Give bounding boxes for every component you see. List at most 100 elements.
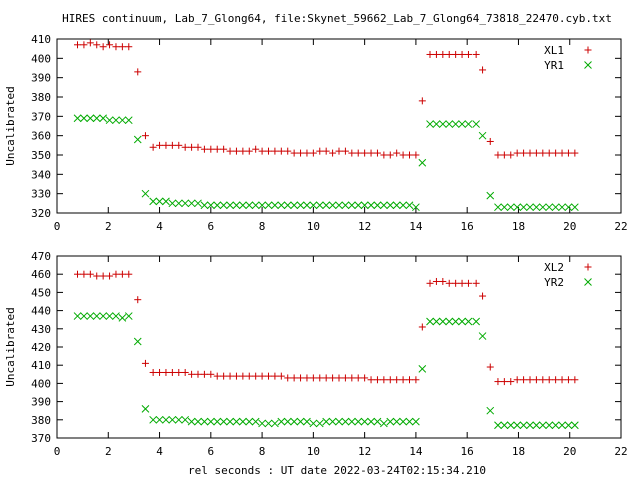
lower-yr2-point [271, 419, 279, 428]
upper-xl1-point [571, 149, 579, 157]
upper-xl1-point [309, 149, 317, 157]
lower-y-tick-label: 410 [31, 359, 51, 372]
upper-yr1-point [73, 114, 82, 123]
lower-yr2-point [438, 317, 447, 326]
lower-yr2-point [551, 421, 560, 430]
upper-yr1-point [451, 120, 460, 128]
upper-xl1-point [406, 151, 413, 159]
upper-yr1-point [181, 199, 190, 208]
upper-yr1-point [194, 199, 202, 208]
lower-xl2-point [367, 376, 375, 384]
lower-yr2-point [155, 415, 164, 424]
lower-xl2-point [354, 374, 362, 382]
lower-xl2-point [99, 272, 107, 280]
lower-y-axis-label: Uncalibrated [4, 307, 17, 386]
lower-xl2-point [220, 372, 228, 380]
upper-yr1-point [251, 201, 260, 210]
upper-yr1-point [174, 199, 183, 208]
upper-xl1-point [112, 43, 120, 51]
upper-x-tick-label: 18 [512, 220, 525, 233]
lower-yr2-point [124, 312, 133, 320]
upper-xl1-point [226, 147, 234, 155]
lower-yr2-point [239, 417, 247, 426]
lower-yr2-point [532, 421, 541, 430]
lower-xl2-point [545, 376, 553, 384]
lower-y-tick-label: 370 [31, 432, 51, 445]
upper-plot-frame [56, 38, 622, 214]
lower-xl2-point [418, 323, 426, 331]
lower-xl2-point [245, 372, 253, 380]
lower-yr2-point [405, 417, 414, 426]
lower-xl2-point [472, 279, 480, 287]
lower-xl2-point [252, 372, 260, 380]
upper-yr1-point [438, 120, 447, 128]
upper-x-tick-label: 12 [358, 220, 371, 233]
lower-xl2-point [526, 376, 534, 384]
lower-xl2-point [335, 374, 343, 382]
upper-xl1-point [141, 132, 149, 140]
lower-xl2-point [239, 372, 247, 380]
upper-y-tick-label: 400 [31, 52, 51, 65]
lower-xl2-point [200, 370, 208, 378]
upper-xl1-point [373, 149, 381, 157]
upper-yr1-point [232, 201, 241, 210]
upper-yr1-point [322, 201, 331, 210]
upper-yr1-point [519, 203, 528, 212]
lower-x-tick-label: 4 [156, 445, 163, 458]
upper-xl1-point [348, 149, 356, 157]
lower-x-tick-label: 20 [563, 445, 576, 458]
upper-plot-panel: 0 2 4 6 8 10 12 14 16 18 20 22 320 330 340 350 360 370 380… [4, 33, 628, 233]
lower-xl2-point [226, 372, 234, 380]
lower-x-tick-label: 2 [105, 445, 112, 458]
upper-xl1-point [245, 147, 253, 155]
upper-yr1-point [112, 116, 120, 125]
lower-tick-group: 0 2 4 6 8 10 12 14 16 18 20 22 370 380 390 400 410 420 430… [31, 250, 628, 458]
upper-yr1-point [341, 201, 350, 210]
lower-y-tick-label: 460 [31, 268, 51, 281]
upper-xl1-point [290, 149, 298, 157]
upper-y-axis-label: Uncalibrated [4, 86, 17, 165]
upper-yr1-point [399, 201, 407, 210]
lower-y-tick-label: 430 [31, 323, 51, 336]
upper-xl1-point [507, 151, 515, 159]
lower-yr2-point [80, 312, 88, 320]
lower-xl2-point [520, 376, 528, 384]
upper-xl1-point [329, 149, 337, 157]
lower-xl2-point [539, 376, 547, 384]
lower-xl2-point [507, 378, 515, 386]
lower-xl2-point [348, 374, 356, 382]
lower-yr2-point [112, 312, 120, 320]
lower-yr2-point [426, 317, 434, 326]
upper-yr1-point [445, 120, 454, 128]
upper-xl1-point [322, 147, 330, 155]
upper-legend-label-yr1: YR1 [544, 59, 564, 72]
upper-x-tick-label: 2 [105, 220, 112, 233]
upper-legend-marker-xl1 [584, 46, 592, 54]
upper-yr1-point [432, 120, 441, 128]
upper-xl1-point [513, 149, 521, 157]
upper-yr1-point [296, 201, 305, 210]
lower-yr2-point [118, 314, 127, 322]
lower-xl2-point [393, 376, 401, 384]
upper-x-tick-label: 6 [208, 220, 215, 233]
upper-legend-label-xl1: XL1 [544, 44, 564, 57]
lower-legend-marker-yr2 [584, 278, 592, 286]
lower-plot-frame [56, 255, 622, 439]
lower-yr2-point [367, 417, 375, 426]
chart-title: HIRES continuum, Lab_7_Glong64, file:Sky… [62, 12, 612, 25]
lower-xl2-point [500, 378, 508, 386]
lower-xl2-point [175, 368, 183, 376]
upper-yr1-point [219, 201, 228, 210]
upper-yr1-point [571, 203, 579, 212]
upper-xl1-point [458, 50, 466, 58]
upper-yr1-point [354, 201, 363, 210]
upper-yr1-point [155, 197, 164, 206]
lower-y-tick-label: 400 [31, 377, 51, 390]
upper-xl1-point [558, 149, 566, 157]
upper-yr1-point [558, 203, 566, 212]
upper-yr1-point [187, 199, 196, 208]
lower-yr2-point [418, 364, 427, 373]
upper-xl1-point [545, 149, 553, 157]
upper-yr1-point [80, 114, 88, 123]
